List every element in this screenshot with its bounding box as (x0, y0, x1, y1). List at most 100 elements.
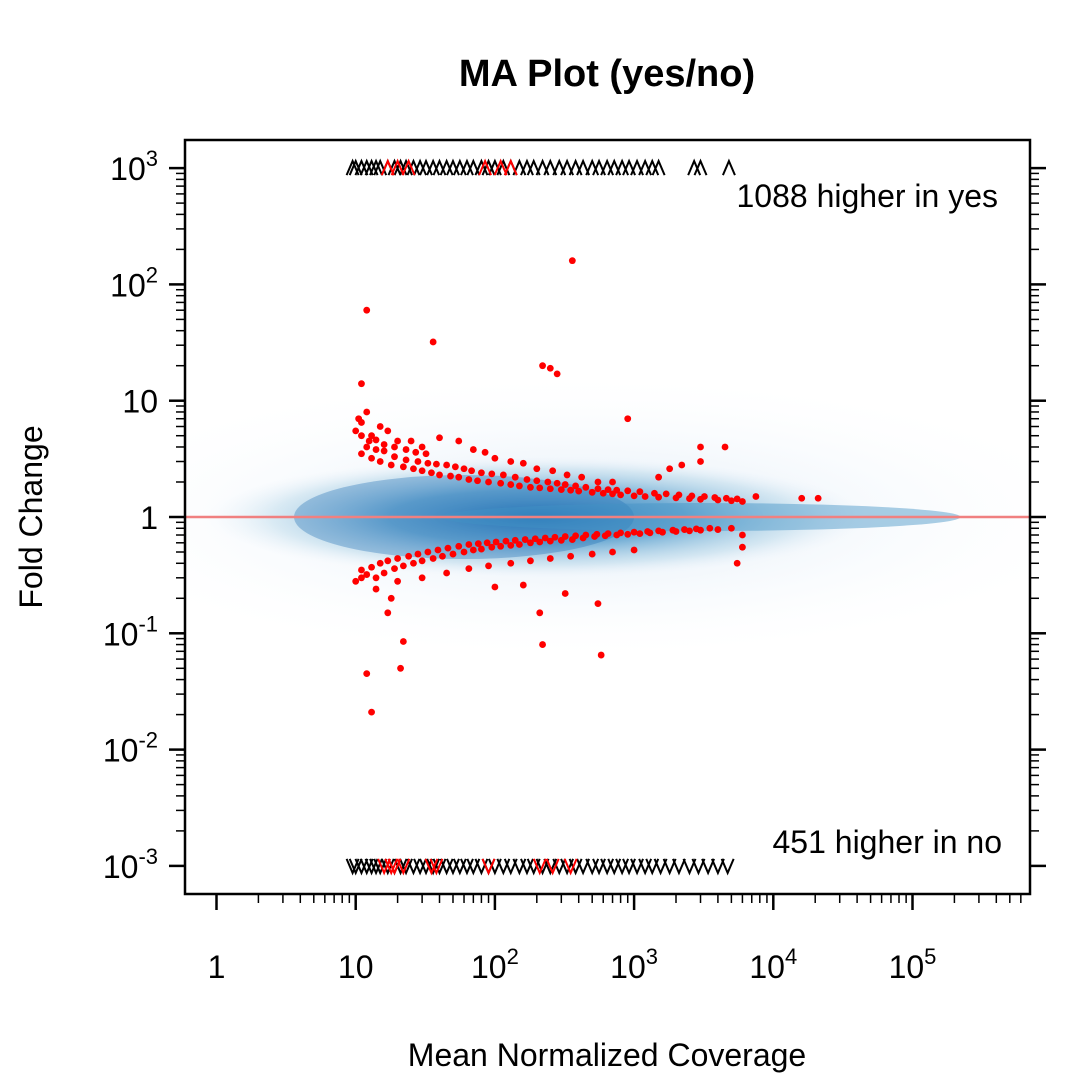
marker-bottom-black-7 (380, 858, 395, 876)
point-significant-up-50 (455, 473, 463, 481)
point-significant-up-0 (363, 306, 371, 314)
marker-bottom-black-9 (393, 858, 408, 876)
marker-top-red-0 (380, 158, 395, 176)
x-tick-label-1: 10 (338, 949, 374, 985)
point-significant-down-99 (630, 546, 638, 554)
point-significant-up-105 (662, 490, 670, 498)
point-significant-up-29 (563, 471, 571, 479)
point-significant-up-97 (572, 482, 580, 490)
point-significant-up-15 (376, 423, 384, 430)
marker-bottom-black-34 (576, 858, 590, 876)
point-significant-up-52 (474, 477, 481, 485)
point-significant-up-5 (568, 257, 576, 265)
point-significant-up-1 (429, 338, 437, 346)
marker-bottom-black-51 (720, 858, 735, 876)
point-significant-up-27 (533, 465, 541, 473)
point-significant-up-43 (387, 461, 395, 469)
point-significant-up-85 (451, 463, 459, 471)
point-significant-up-24 (491, 454, 499, 462)
marker-top-black-35 (585, 158, 600, 176)
marker-bottom-black-46 (672, 858, 686, 876)
x-tick-label-5: 105 (889, 944, 937, 985)
point-significant-up-99 (594, 485, 602, 493)
point-significant-up-42 (376, 458, 384, 465)
point-significant-up-82 (424, 459, 432, 467)
point-significant-up-49 (447, 472, 454, 480)
y-tick-label-1: 10-2 (103, 728, 158, 769)
point-significant-down-96 (567, 552, 575, 560)
point-significant-up-118 (412, 448, 420, 456)
point-significant-down-65 (474, 540, 482, 548)
point-significant-up-47 (428, 469, 435, 477)
marker-top-black-19 (460, 158, 474, 176)
point-significant-down-78 (604, 530, 612, 537)
point-significant-up-68 (641, 493, 649, 500)
point-significant-up-51 (465, 476, 473, 483)
marker-bottom-black-3 (359, 858, 374, 876)
point-significant-down-31 (516, 541, 523, 548)
marker-bottom-black-35 (585, 858, 600, 876)
point-significant-up-45 (410, 465, 417, 473)
point-significant-up-80 (402, 456, 410, 464)
point-significant-up-101 (613, 486, 621, 494)
point-significant-up-32 (609, 478, 616, 486)
marker-top-black-43 (645, 158, 660, 176)
point-significant-down-59 (414, 550, 422, 558)
point-significant-down-2 (397, 664, 404, 672)
point-significant-down-86 (706, 524, 714, 532)
point-significant-down-71 (531, 535, 539, 543)
point-significant-up-3 (546, 364, 554, 372)
point-significant-up-76 (363, 443, 371, 451)
point-significant-down-6 (597, 651, 605, 659)
point-significant-up-12 (358, 419, 365, 426)
point-significant-up-2 (539, 362, 546, 370)
point-significant-down-56 (384, 557, 392, 565)
point-significant-down-70 (521, 536, 529, 543)
marker-top-red-4 (493, 158, 508, 176)
marker-top-black-11 (406, 158, 421, 176)
annotation-higher-no: 451 higher in no (772, 824, 1002, 860)
point-significant-down-73 (551, 533, 559, 541)
point-significant-up-109 (711, 494, 719, 501)
point-significant-down-0 (363, 670, 371, 678)
marker-top-black-46 (693, 158, 708, 176)
point-significant-up-57 (527, 483, 534, 491)
point-significant-down-27 (478, 545, 485, 553)
point-significant-up-8 (721, 443, 729, 451)
point-significant-up-20 (436, 434, 443, 442)
point-significant-down-48 (714, 526, 722, 533)
point-significant-down-9 (491, 583, 499, 591)
x-tick-label-3: 103 (610, 944, 658, 985)
point-significant-up-55 (507, 481, 515, 488)
marker-top-black-34 (576, 158, 590, 176)
point-significant-up-40 (358, 450, 365, 458)
marker-bottom-black-17 (446, 858, 460, 876)
point-significant-down-76 (582, 531, 590, 539)
point-significant-down-30 (507, 541, 515, 549)
point-significant-down-13 (352, 577, 360, 585)
marker-bottom-red-1 (384, 858, 399, 876)
point-significant-up-84 (443, 461, 451, 469)
y-tick-label-5: 102 (110, 262, 158, 303)
point-significant-down-88 (394, 577, 402, 585)
point-significant-up-54 (497, 479, 505, 487)
point-significant-down-72 (541, 534, 549, 542)
marker-top-black-5 (369, 158, 383, 176)
point-significant-up-112 (358, 432, 365, 440)
point-significant-down-68 (502, 537, 510, 545)
marker-bottom-black-45 (662, 858, 677, 876)
point-significant-up-62 (575, 487, 583, 495)
x-axis-label: Mean Normalized Coverage (408, 1037, 806, 1073)
point-significant-down-55 (376, 559, 384, 567)
point-significant-up-9 (358, 380, 365, 388)
point-significant-down-91 (465, 565, 473, 573)
point-significant-down-94 (527, 557, 534, 565)
point-significant-up-116 (391, 443, 398, 451)
point-significant-up-90 (499, 471, 507, 479)
point-significant-down-24 (449, 550, 457, 558)
marker-bottom-black-12 (413, 858, 427, 876)
point-significant-up-33 (655, 473, 663, 481)
point-significant-up-38 (798, 494, 806, 502)
marker-bottom-red-6 (481, 858, 496, 876)
point-significant-down-17 (380, 569, 388, 577)
